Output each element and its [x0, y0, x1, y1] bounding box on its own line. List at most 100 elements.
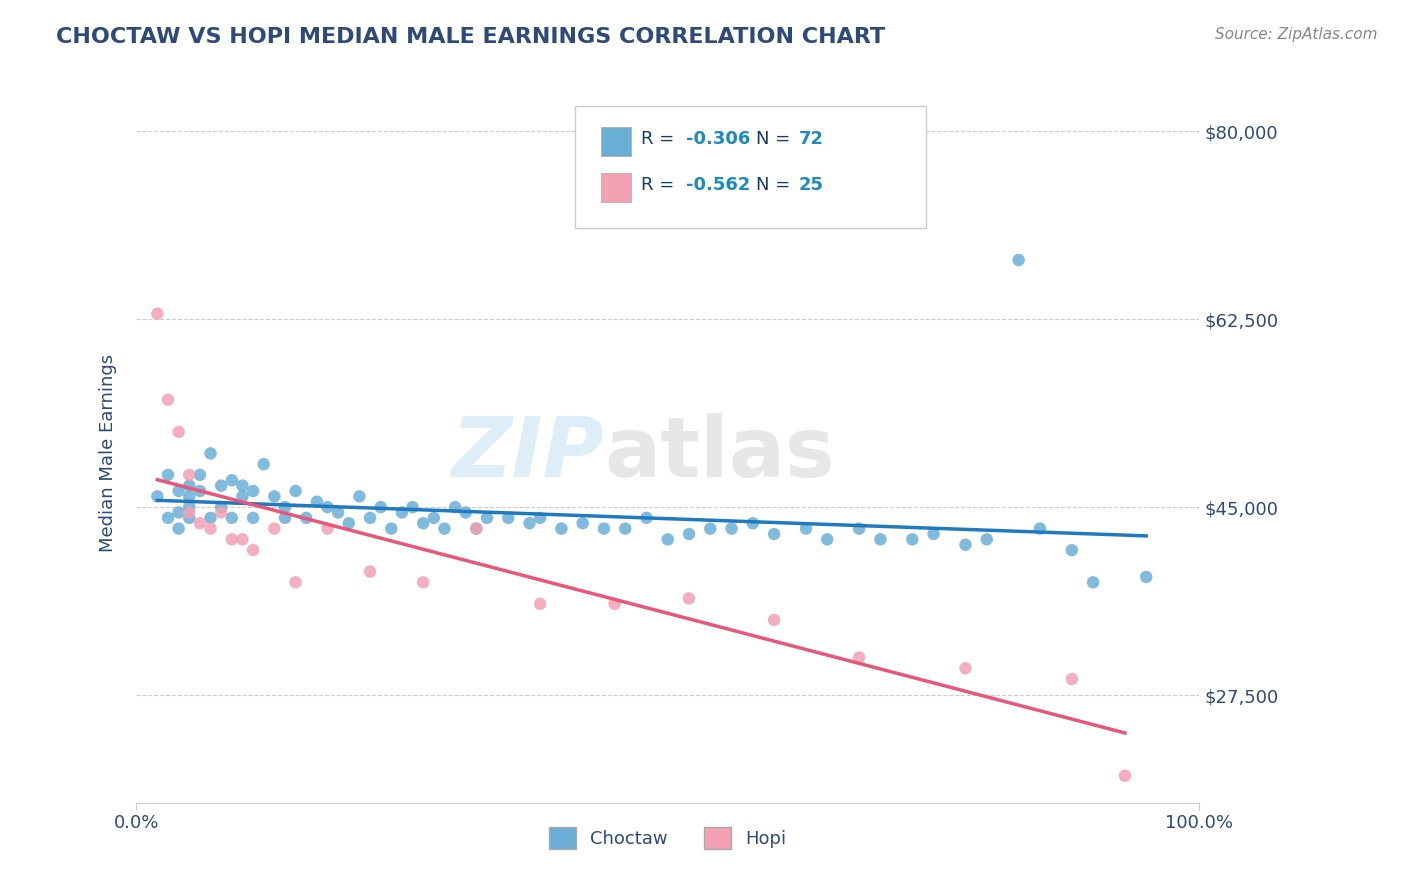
Point — [699, 522, 721, 536]
Point — [284, 483, 307, 498]
Text: N =: N = — [756, 177, 796, 194]
Text: -0.306: -0.306 — [686, 130, 751, 148]
Point — [221, 533, 243, 547]
FancyBboxPatch shape — [600, 127, 630, 156]
Point — [412, 516, 434, 531]
Point — [167, 483, 190, 498]
Point — [263, 522, 285, 536]
Text: R =: R = — [641, 130, 681, 148]
Point — [848, 650, 870, 665]
Point — [167, 522, 190, 536]
Text: -0.562: -0.562 — [686, 177, 751, 194]
Point — [209, 506, 232, 520]
Point — [678, 591, 700, 606]
Point — [167, 506, 190, 520]
Point — [316, 500, 339, 515]
Point — [720, 522, 742, 536]
Point — [444, 500, 467, 515]
Point — [529, 511, 551, 525]
Point — [475, 511, 498, 525]
Point — [741, 516, 763, 531]
Point — [179, 511, 201, 525]
Point — [200, 446, 222, 460]
Point — [295, 511, 318, 525]
Point — [370, 500, 392, 515]
Point — [380, 522, 402, 536]
Text: 25: 25 — [799, 177, 824, 194]
Point — [815, 533, 838, 547]
Point — [465, 522, 488, 536]
Point — [209, 500, 232, 515]
Point — [188, 516, 211, 531]
Point — [146, 307, 169, 321]
Point — [678, 527, 700, 541]
Point — [614, 522, 637, 536]
Point — [146, 489, 169, 503]
Point — [401, 500, 423, 515]
Point — [603, 597, 626, 611]
Point — [922, 527, 945, 541]
Point — [901, 533, 924, 547]
Point — [188, 483, 211, 498]
Point — [1008, 252, 1031, 267]
Point — [657, 533, 679, 547]
Point — [263, 489, 285, 503]
FancyBboxPatch shape — [600, 173, 630, 202]
Point — [391, 506, 413, 520]
Point — [955, 661, 977, 675]
Point — [869, 533, 891, 547]
Point — [454, 506, 477, 520]
Point — [1114, 769, 1136, 783]
Point — [465, 522, 488, 536]
Text: CHOCTAW VS HOPI MEDIAN MALE EARNINGS CORRELATION CHART: CHOCTAW VS HOPI MEDIAN MALE EARNINGS COR… — [56, 27, 886, 46]
Text: ZIP: ZIP — [451, 413, 605, 494]
Point — [976, 533, 998, 547]
Point — [337, 516, 360, 531]
Point — [242, 511, 264, 525]
Point — [636, 511, 658, 525]
Point — [274, 511, 297, 525]
Text: 72: 72 — [799, 130, 824, 148]
Point — [955, 538, 977, 552]
Point — [156, 511, 179, 525]
Point — [529, 597, 551, 611]
Point — [231, 533, 253, 547]
Point — [349, 489, 371, 503]
Y-axis label: Median Male Earnings: Median Male Earnings — [100, 354, 117, 552]
FancyBboxPatch shape — [575, 105, 927, 227]
Point — [433, 522, 456, 536]
Point — [326, 506, 349, 520]
Point — [284, 575, 307, 590]
Point — [179, 467, 201, 482]
Point — [550, 522, 572, 536]
Text: R =: R = — [641, 177, 681, 194]
Point — [231, 489, 253, 503]
Point — [156, 467, 179, 482]
Point — [179, 478, 201, 492]
Text: Source: ZipAtlas.com: Source: ZipAtlas.com — [1215, 27, 1378, 42]
Point — [179, 500, 201, 515]
Point — [496, 511, 519, 525]
Point — [274, 500, 297, 515]
Text: N =: N = — [756, 130, 796, 148]
Point — [794, 522, 817, 536]
Point — [242, 543, 264, 558]
Point — [200, 522, 222, 536]
Point — [200, 511, 222, 525]
Point — [231, 478, 253, 492]
Point — [763, 613, 786, 627]
Point — [179, 489, 201, 503]
Point — [359, 565, 381, 579]
Point — [763, 527, 786, 541]
Point — [1060, 672, 1083, 686]
Point — [253, 457, 276, 471]
Point — [1081, 575, 1104, 590]
Point — [167, 425, 190, 439]
Point — [305, 494, 328, 508]
Point — [412, 575, 434, 590]
Point — [1135, 570, 1157, 584]
Point — [593, 522, 616, 536]
Point — [519, 516, 541, 531]
Point — [571, 516, 593, 531]
Point — [316, 522, 339, 536]
